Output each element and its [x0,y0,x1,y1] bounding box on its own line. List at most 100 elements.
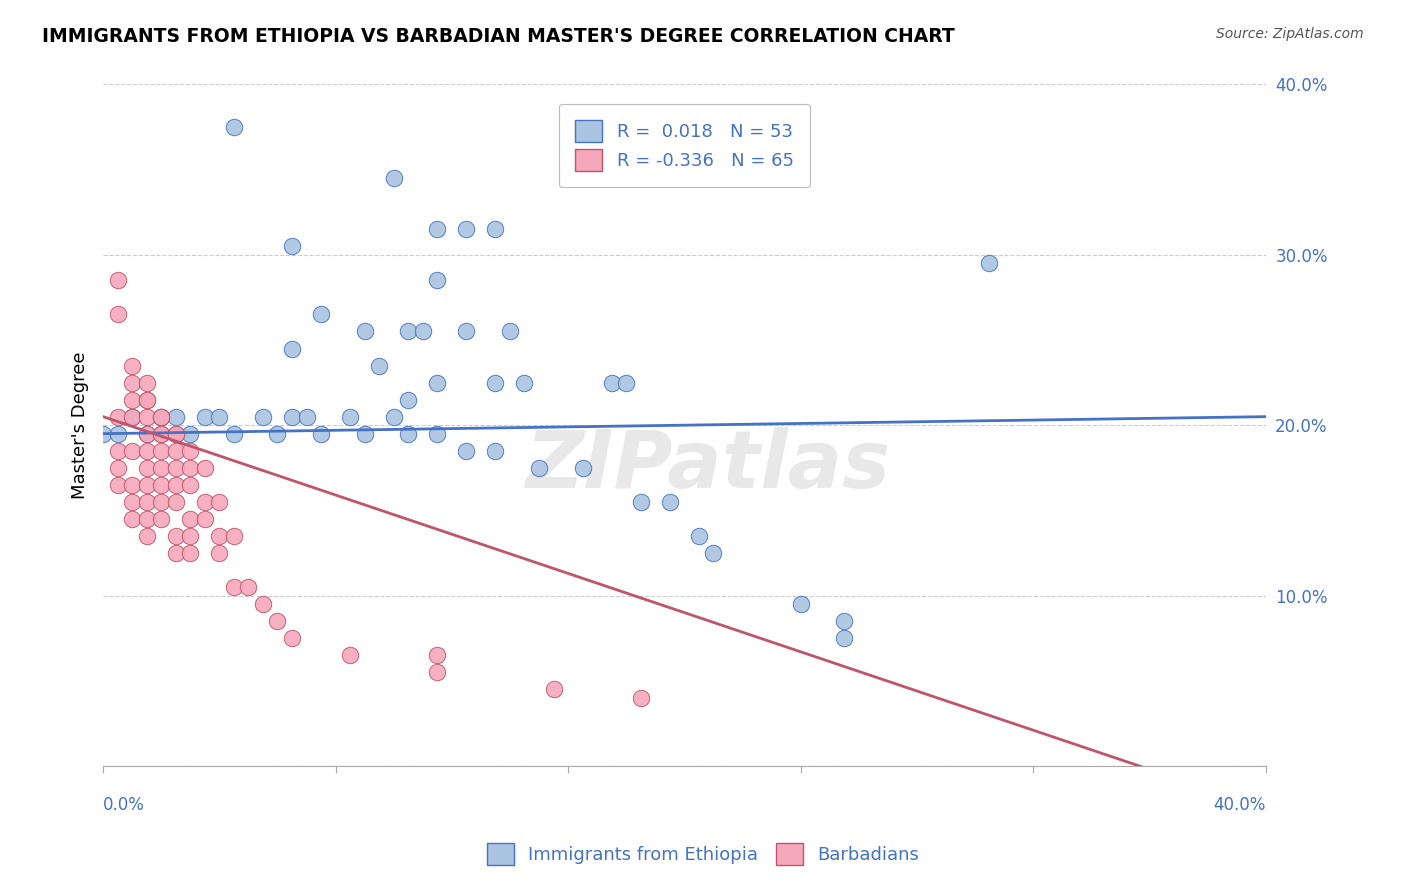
Text: Source: ZipAtlas.com: Source: ZipAtlas.com [1216,27,1364,41]
Point [91,426,114,441]
Point [135,376,157,390]
Point [135,512,157,526]
Point [150,443,173,458]
Point [688,529,710,543]
Point [135,392,157,407]
Point [543,682,565,697]
Point [281,631,304,645]
Point [135,409,157,424]
Point [121,392,143,407]
Point [121,359,143,373]
Point [194,460,217,475]
Point [179,478,201,492]
Point [281,239,304,253]
Point [658,495,681,509]
Point [353,325,375,339]
Point [107,443,129,458]
Point [165,443,187,458]
Point [456,325,478,339]
Point [789,597,811,611]
Point [295,409,318,424]
Point [121,376,143,390]
Point [832,614,855,628]
Point [484,222,506,236]
Legend: Immigrants from Ethiopia, Barbadians: Immigrants from Ethiopia, Barbadians [478,834,928,874]
Point [121,512,143,526]
Point [179,443,201,458]
Point [527,460,550,475]
Point [150,409,173,424]
Point [630,690,652,705]
Point [396,325,419,339]
Point [513,376,536,390]
Point [150,495,173,509]
Point [165,478,187,492]
Point [426,376,449,390]
Point [600,376,623,390]
Point [150,478,173,492]
Point [426,665,449,680]
Point [208,529,231,543]
Point [107,478,129,492]
Point [194,409,217,424]
Point [396,426,419,441]
Point [165,409,187,424]
Point [630,495,652,509]
Point [499,325,522,339]
Point [426,648,449,663]
Point [150,460,173,475]
Point [238,580,260,594]
Point [832,631,855,645]
Point [281,409,304,424]
Point [252,409,274,424]
Point [150,426,173,441]
Point [382,171,405,186]
Point [135,392,157,407]
Point [382,409,405,424]
Point [121,443,143,458]
Point [396,392,419,407]
Point [165,546,187,560]
Point [107,426,129,441]
Point [281,342,304,356]
Point [426,222,449,236]
Point [412,325,434,339]
Point [107,273,129,287]
Point [121,409,143,424]
Point [339,648,361,663]
Point [150,426,173,441]
Text: 0.0%: 0.0% [103,797,145,814]
Point [353,426,375,441]
Point [222,120,245,134]
Point [150,409,173,424]
Point [135,478,157,492]
Point [107,308,129,322]
Point [150,512,173,526]
Point [309,426,332,441]
Point [614,376,637,390]
Point [456,222,478,236]
Point [266,426,288,441]
Point [208,495,231,509]
Point [979,256,1001,270]
Point [208,546,231,560]
Point [194,495,217,509]
Point [339,409,361,424]
Point [208,409,231,424]
Point [121,495,143,509]
Point [179,460,201,475]
Point [179,529,201,543]
Point [702,546,724,560]
Point [484,443,506,458]
Point [309,308,332,322]
Text: 40.0%: 40.0% [1213,797,1265,814]
Text: ZIPatlas: ZIPatlas [524,427,890,505]
Point [252,597,274,611]
Point [456,443,478,458]
Point [222,426,245,441]
Point [135,443,157,458]
Point [165,426,187,441]
Point [222,580,245,594]
Point [165,495,187,509]
Point [107,460,129,475]
